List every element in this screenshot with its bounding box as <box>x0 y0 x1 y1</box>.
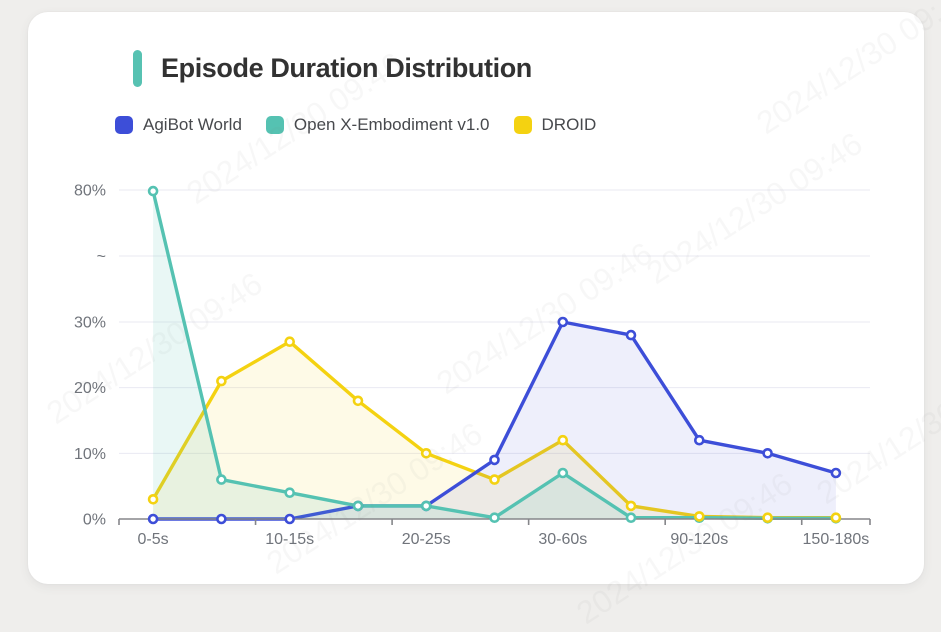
legend-swatch-droid <box>513 116 532 134</box>
svg-text:10%: 10% <box>74 446 106 463</box>
svg-text:20%: 20% <box>74 380 106 397</box>
chart-title: Episode Duration Distribution <box>161 53 532 83</box>
legend-item-open-x-embodiment[interactable]: Open X-Embodiment v1.0 <box>265 115 490 135</box>
legend-label-droid: DROID <box>541 115 597 134</box>
svg-text:30%: 30% <box>74 315 106 332</box>
svg-text:0%: 0% <box>83 512 106 529</box>
legend-item-droid[interactable]: DROID <box>513 115 597 135</box>
svg-text:20-25s: 20-25s <box>402 531 451 548</box>
svg-text:10-15s: 10-15s <box>265 531 314 548</box>
svg-text:150-180s: 150-180s <box>803 531 870 548</box>
svg-text:80%: 80% <box>74 183 106 200</box>
svg-text:30-60s: 30-60s <box>538 531 587 548</box>
title-accent-bar <box>133 50 142 87</box>
chart-card: Episode Duration Distribution AgiBot Wor… <box>28 12 924 584</box>
svg-text:~: ~ <box>97 249 106 266</box>
legend-item-agibot-world[interactable]: AgiBot World <box>115 115 242 135</box>
chart-canvas[interactable]: 80% ~30% 20% 10% 0% 0-5s 10-15s 20-25s 30-60s 90-… <box>28 12 924 584</box>
legend-swatch-open-x-embodiment <box>265 116 284 134</box>
legend-label-open-x-embodiment: Open X-Embodiment v1.0 <box>293 115 490 134</box>
legend-swatch-agibot-world <box>115 116 133 134</box>
legend-label-agibot-world: AgiBot World <box>143 115 242 134</box>
svg-text:90-120s: 90-120s <box>670 531 728 548</box>
chart-legend: AgiBot World Open X-Embodiment v1.0 DROI… <box>115 115 596 135</box>
chart-header: Episode Duration Distribution <box>133 50 532 87</box>
svg-text:0-5s: 0-5s <box>138 531 169 548</box>
